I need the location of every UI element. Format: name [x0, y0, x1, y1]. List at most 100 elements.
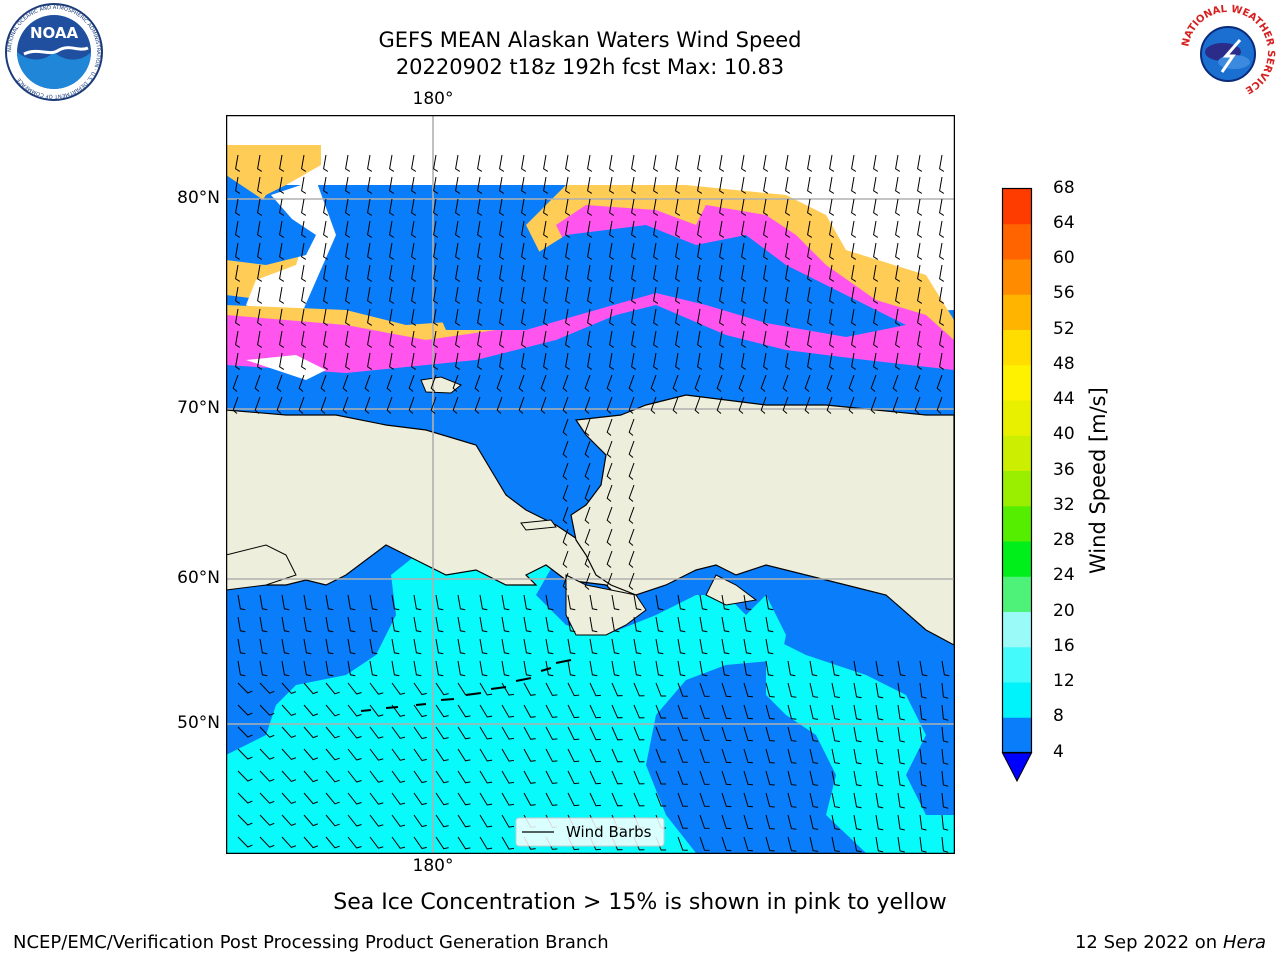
wind-barb — [650, 374, 657, 392]
wind-barb — [831, 704, 840, 720]
wind-barb — [259, 638, 268, 655]
wind-barb — [257, 176, 263, 194]
wind-barb — [389, 286, 395, 304]
wind-barb — [276, 396, 283, 414]
wind-barb — [633, 770, 645, 785]
wind-barb — [897, 770, 905, 787]
wind-barb — [787, 770, 797, 786]
wind-barb — [389, 264, 395, 282]
wind-barb — [342, 396, 349, 414]
wind-barb — [521, 220, 527, 238]
wind-barb — [325, 682, 340, 695]
wind-barb — [587, 264, 593, 282]
wind-barb — [389, 220, 395, 238]
wind-barb — [433, 352, 439, 370]
wind-barb — [543, 198, 549, 216]
wind-barb — [914, 374, 921, 392]
wind-barb — [851, 352, 857, 370]
wind-barb — [521, 242, 527, 260]
wind-barb — [235, 286, 241, 304]
wind-barb — [457, 726, 471, 740]
wind-barb — [457, 792, 471, 806]
wind-barb — [413, 748, 427, 762]
wind-barb — [677, 638, 686, 655]
wind-barb — [455, 330, 461, 348]
wind-barb — [721, 748, 732, 764]
wind-barb — [611, 792, 623, 807]
wind-barb — [303, 638, 312, 655]
wind-barb — [276, 374, 283, 392]
wind-barb — [435, 792, 449, 806]
wind-barb — [303, 748, 318, 761]
wind-barb — [413, 792, 427, 806]
wind-barb — [587, 352, 593, 370]
wind-barb — [782, 396, 789, 414]
wind-barb — [895, 242, 901, 260]
wind-barb — [653, 264, 659, 282]
wind-barb — [499, 198, 505, 216]
wind-barb — [633, 616, 642, 633]
wind-barb — [765, 704, 775, 720]
wind-barb — [826, 396, 833, 414]
wind-barb — [345, 220, 351, 238]
wind-barb — [851, 308, 857, 326]
wind-barb — [584, 374, 591, 392]
wind-barb — [697, 242, 703, 260]
wind-barb — [653, 198, 659, 216]
wind-barb — [897, 836, 905, 853]
wind-barb — [543, 352, 549, 370]
wind-barb — [721, 660, 730, 677]
lon-label-top: 180° — [412, 89, 454, 109]
wind-barb — [917, 198, 923, 216]
wind-barb — [853, 770, 862, 787]
wind-barb — [809, 726, 819, 742]
wind-barb — [829, 220, 835, 238]
wind-barb — [281, 660, 290, 677]
wind-barb — [609, 264, 615, 282]
wind-barb — [677, 726, 688, 741]
wind-barb — [699, 770, 710, 785]
noaa-logo: NOAA NATIONAL OCEANIC AND ATMOSPHERIC AD… — [5, 3, 103, 101]
wind-barb — [545, 726, 558, 740]
wind-barb — [936, 396, 943, 414]
land-wrangel-island — [420, 376, 462, 394]
wind-barb — [939, 154, 945, 172]
wind-barb — [587, 176, 593, 194]
wind-barb — [699, 704, 710, 719]
wind-barb — [584, 572, 591, 590]
wind-barb — [521, 154, 527, 172]
wind-barb — [347, 594, 356, 611]
wind-barb — [851, 242, 857, 260]
wind-barb — [804, 396, 811, 414]
wind-barb — [628, 462, 635, 480]
wind-barb — [606, 374, 613, 392]
wind-barb — [501, 594, 510, 611]
colorbar-tick-label: 12 — [1053, 671, 1075, 691]
wind-barb — [323, 330, 329, 348]
wind-barb — [562, 418, 569, 436]
colorbar-block — [1002, 223, 1032, 260]
wind-barb — [567, 660, 576, 677]
wind-barb — [279, 286, 285, 304]
wind-barb — [897, 682, 905, 699]
wind-barb — [323, 308, 329, 326]
wind-barb — [829, 176, 835, 194]
wind-barb — [609, 154, 615, 172]
wind-barb — [521, 352, 527, 370]
wind-barb — [369, 836, 384, 849]
wind-barb — [699, 748, 710, 763]
wind-barb — [765, 616, 774, 633]
wind-barb — [829, 330, 835, 348]
wind-barb — [589, 726, 601, 741]
wind-barb — [628, 396, 635, 414]
wind-barb — [433, 286, 439, 304]
wind-barb — [765, 792, 775, 808]
wind-barb — [435, 660, 444, 677]
wind-barb — [457, 836, 471, 850]
wind-barb — [741, 198, 747, 216]
wind-barb — [543, 154, 549, 172]
sea-ice-note: Sea Ice Concentration > 15% is shown in … — [333, 890, 947, 915]
wind-barb — [628, 418, 635, 436]
noaa-logo-text: NOAA — [30, 24, 79, 42]
wind-barb — [853, 748, 862, 765]
